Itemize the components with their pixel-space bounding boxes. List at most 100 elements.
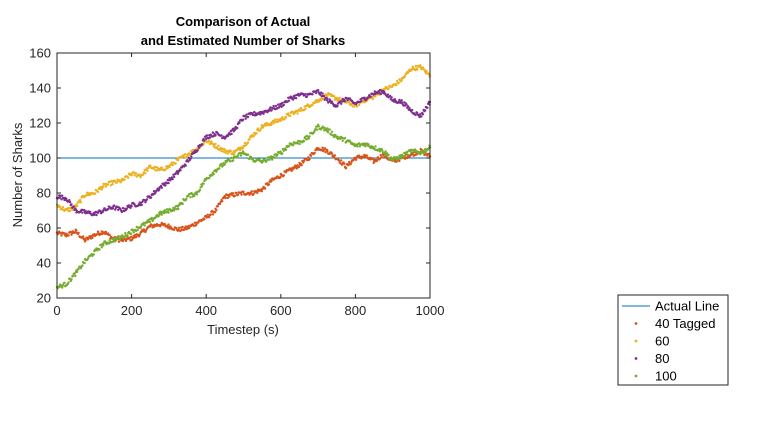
data-point [270,123,273,127]
data-point [181,202,184,206]
data-point [117,240,121,243]
data-point [349,163,352,166]
data-point [134,172,138,175]
data-point [139,225,143,228]
data-point [347,160,351,164]
legend-label: 80 [655,351,669,366]
x-tick-label: 200 [121,303,143,318]
data-point [379,153,382,157]
data-point [175,208,178,211]
y-tick-label: 100 [29,151,51,166]
data-point [298,142,301,146]
data-point [126,234,129,237]
data-point [113,237,116,241]
data-point [353,105,356,108]
data-point [408,106,411,110]
data-point [365,154,369,157]
data-point [406,156,409,160]
data-point [269,106,272,109]
data-point [304,93,307,96]
data-point [308,158,311,161]
data-point [357,103,361,107]
data-point [323,147,326,150]
data-point [248,157,251,160]
data-point [127,176,130,179]
y-tick-label: 20 [37,291,51,306]
data-point [92,253,96,256]
data-point [291,168,295,171]
data-point [58,205,62,208]
data-point [60,234,63,237]
data-point [74,274,77,278]
data-point [252,192,255,195]
data-point [121,206,125,210]
data-point [229,150,232,153]
data-point [245,113,248,116]
data-point [137,235,141,238]
data-point [130,205,133,208]
data-point [61,286,64,289]
data-point [148,220,152,224]
data-point [323,126,326,130]
data-point [267,183,271,186]
data-point [406,150,409,154]
data-point [326,150,329,153]
data-point [113,204,116,207]
data-point [111,207,115,210]
data-point [177,207,180,211]
data-point [316,88,320,92]
data-point [414,64,417,68]
data-point [174,162,177,165]
data-point [321,146,324,149]
data-point [177,158,180,162]
data-point [354,158,358,161]
data-point [208,216,211,219]
data-point [246,115,250,119]
data-point [256,127,260,130]
data-point [287,112,290,115]
data-point [230,156,233,160]
legend-swatch-dot [634,339,638,343]
data-point [243,115,247,118]
data-point [68,209,72,212]
data-point [68,201,72,204]
y-tick-label: 80 [37,186,51,201]
data-point [87,192,90,195]
data-point [200,185,204,188]
x-tick-label: 0 [53,303,60,318]
data-point [235,191,238,195]
data-point [167,211,170,214]
data-point [364,145,367,148]
data-point [81,235,85,238]
data-point [263,187,267,190]
data-point [132,231,135,234]
series-100 [55,123,432,290]
data-point [322,94,326,98]
data-point [75,229,78,232]
data-point [340,159,343,162]
data-point [184,164,187,167]
data-point [226,134,229,138]
data-point [281,152,284,155]
data-point [313,151,316,155]
data-point [296,142,299,145]
data-point [220,162,223,166]
data-point [102,185,105,188]
data-point [89,210,92,214]
data-point [287,145,291,148]
data-point [391,159,394,162]
data-point [164,184,167,187]
data-point [416,111,419,115]
data-point [419,113,422,116]
data-point [327,131,330,134]
data-point [290,169,293,173]
data-point [426,106,429,110]
data-point [410,108,414,112]
data-point [302,159,306,163]
data-point [421,149,424,152]
data-point [77,267,80,270]
data-point [130,235,133,238]
data-point [197,221,200,224]
data-point [203,139,206,142]
